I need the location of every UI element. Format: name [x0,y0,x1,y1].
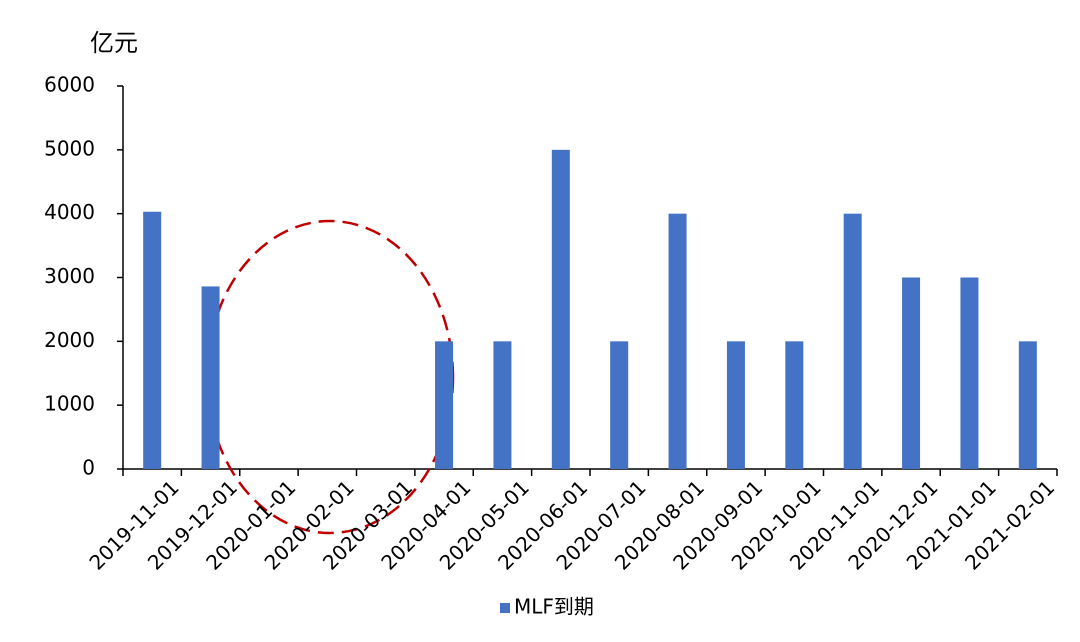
legend-label: MLF到期 [514,595,594,619]
y-axis-label: 亿元 [90,29,138,57]
bar [726,341,745,469]
legend-swatch [500,603,510,613]
bar [551,149,570,470]
y-tick-label: 1000 [44,392,95,416]
y-tick-label: 4000 [44,200,95,224]
bar [493,341,512,469]
bar [843,213,862,469]
y-tick-label: 3000 [44,264,95,288]
bar [902,277,921,469]
bar [960,277,979,469]
y-tick-label: 5000 [44,136,95,160]
y-tick-label: 6000 [44,73,95,97]
y-tick-label: 2000 [44,328,95,352]
bar [1018,341,1037,469]
bar [610,341,629,469]
y-tick-label: 0 [82,456,95,480]
bar [435,341,454,469]
bar [143,211,162,470]
bar [785,341,804,469]
bar [668,213,687,469]
bar [201,286,220,469]
